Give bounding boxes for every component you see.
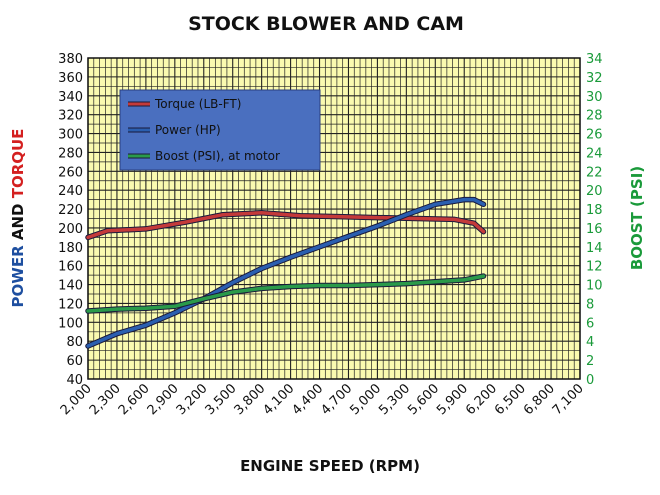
- series-line-0: [86, 211, 486, 240]
- legend: Torque (LB-FT) Power (HP) Boost (PSI), at …: [119, 89, 321, 171]
- y-left-tick-label: 360: [58, 71, 83, 86]
- y-right-tick-label: 2: [586, 354, 594, 369]
- x-tick-label: 4,400: [289, 381, 326, 418]
- x-tick-label: 4,100: [260, 381, 297, 418]
- y-right-tick-label: 20: [586, 184, 603, 199]
- y-left-tick-label: 300: [58, 128, 83, 143]
- series-line-1: [86, 197, 486, 348]
- y-right-tick-label: 24: [586, 146, 603, 161]
- x-tick-label: 6,200: [463, 381, 500, 418]
- x-axis-title: ENGINE SPEED (RPM): [240, 457, 420, 475]
- y-right-tick-label: 18: [586, 203, 603, 218]
- y-left-tick-label: 180: [58, 241, 83, 256]
- series-layer: [85, 196, 487, 349]
- x-tick-label: 6,500: [492, 381, 529, 418]
- x-tick-label: 5,900: [434, 381, 471, 418]
- y-right-tick-label: 30: [586, 90, 603, 105]
- x-tick-label: 3,800: [232, 381, 269, 418]
- y-left-title-part: POWER: [9, 245, 27, 308]
- x-tick-label: 3,500: [203, 381, 240, 418]
- y-left-tick-label: 120: [58, 297, 83, 312]
- x-tick-label: 4,700: [318, 381, 355, 418]
- chart-title: STOCK BLOWER AND CAM: [188, 13, 464, 35]
- x-tick-label: 5,000: [347, 381, 384, 418]
- x-tick-label: 2,900: [145, 381, 182, 418]
- y-right-tick-label: 4: [586, 335, 594, 350]
- legend-box: [119, 89, 321, 171]
- x-tick-label: 3,200: [174, 381, 211, 418]
- y-left-tick-label: 380: [58, 52, 83, 67]
- y-left-tick-label: 60: [66, 354, 83, 369]
- y-axis-right-title: BOOST (PSI): [628, 166, 646, 270]
- x-tick-label: 2,300: [87, 381, 124, 418]
- y-left-tick-label: 160: [58, 260, 83, 275]
- y-left-tick-label: 320: [58, 109, 83, 124]
- legend-label-2: Boost (PSI), at motor: [155, 149, 280, 163]
- y-right-tick-label: 34: [586, 52, 603, 67]
- y-right-tick-label: 28: [586, 109, 603, 124]
- y-right-tick-label: 8: [586, 297, 594, 312]
- y-right-tick-label: 16: [586, 222, 603, 237]
- x-tick-label: 5,600: [405, 381, 442, 418]
- y-left-tick-label: 100: [58, 316, 83, 331]
- x-tick-label: 5,300: [376, 381, 413, 418]
- y-right-tick-label: 0: [586, 373, 594, 388]
- y-axis-left-title: POWER AND TORQUE: [9, 129, 27, 308]
- y-left-tick-label: 280: [58, 146, 83, 161]
- y-left-tick-label: 80: [66, 335, 83, 350]
- series-line-2: [86, 274, 486, 313]
- x-tick-label: 2,600: [116, 381, 153, 418]
- y-left-tick-label: 140: [58, 279, 83, 294]
- left-axis: 40 60 80 100 120 140 160 180 200 220 240 260 280 300 3…: [58, 52, 83, 388]
- legend-label-0: Torque (LB-FT): [154, 97, 241, 111]
- y-right-tick-label: 32: [586, 71, 603, 86]
- y-right-tick-label: 26: [586, 128, 603, 143]
- x-axis: 2,0002,3002,6002,9003,2003,5003,8004,100…: [58, 381, 587, 418]
- y-right-tick-label: 14: [586, 241, 603, 256]
- y-right-tick-label: 22: [586, 165, 603, 180]
- plot-frame: [87, 57, 581, 380]
- y-left-title-part: AND: [9, 204, 27, 246]
- x-tick-label: 6,800: [521, 381, 558, 418]
- y-left-tick-label: 260: [58, 165, 83, 180]
- y-right-tick-label: 6: [586, 316, 594, 331]
- x-tick-label: 7,100: [550, 381, 587, 418]
- legend-label-1: Power (HP): [155, 123, 221, 137]
- y-right-tick-label: 12: [586, 260, 603, 275]
- y-left-tick-label: 220: [58, 203, 83, 218]
- y-left-tick-label: 340: [58, 90, 83, 105]
- y-left-tick-label: 40: [66, 373, 83, 388]
- y-right-tick-label: 10: [586, 279, 603, 294]
- plot-area: [87, 57, 581, 380]
- y-left-tick-label: 240: [58, 184, 83, 199]
- y-left-title-part: TORQUE: [9, 129, 27, 204]
- y-left-tick-label: 200: [58, 222, 83, 237]
